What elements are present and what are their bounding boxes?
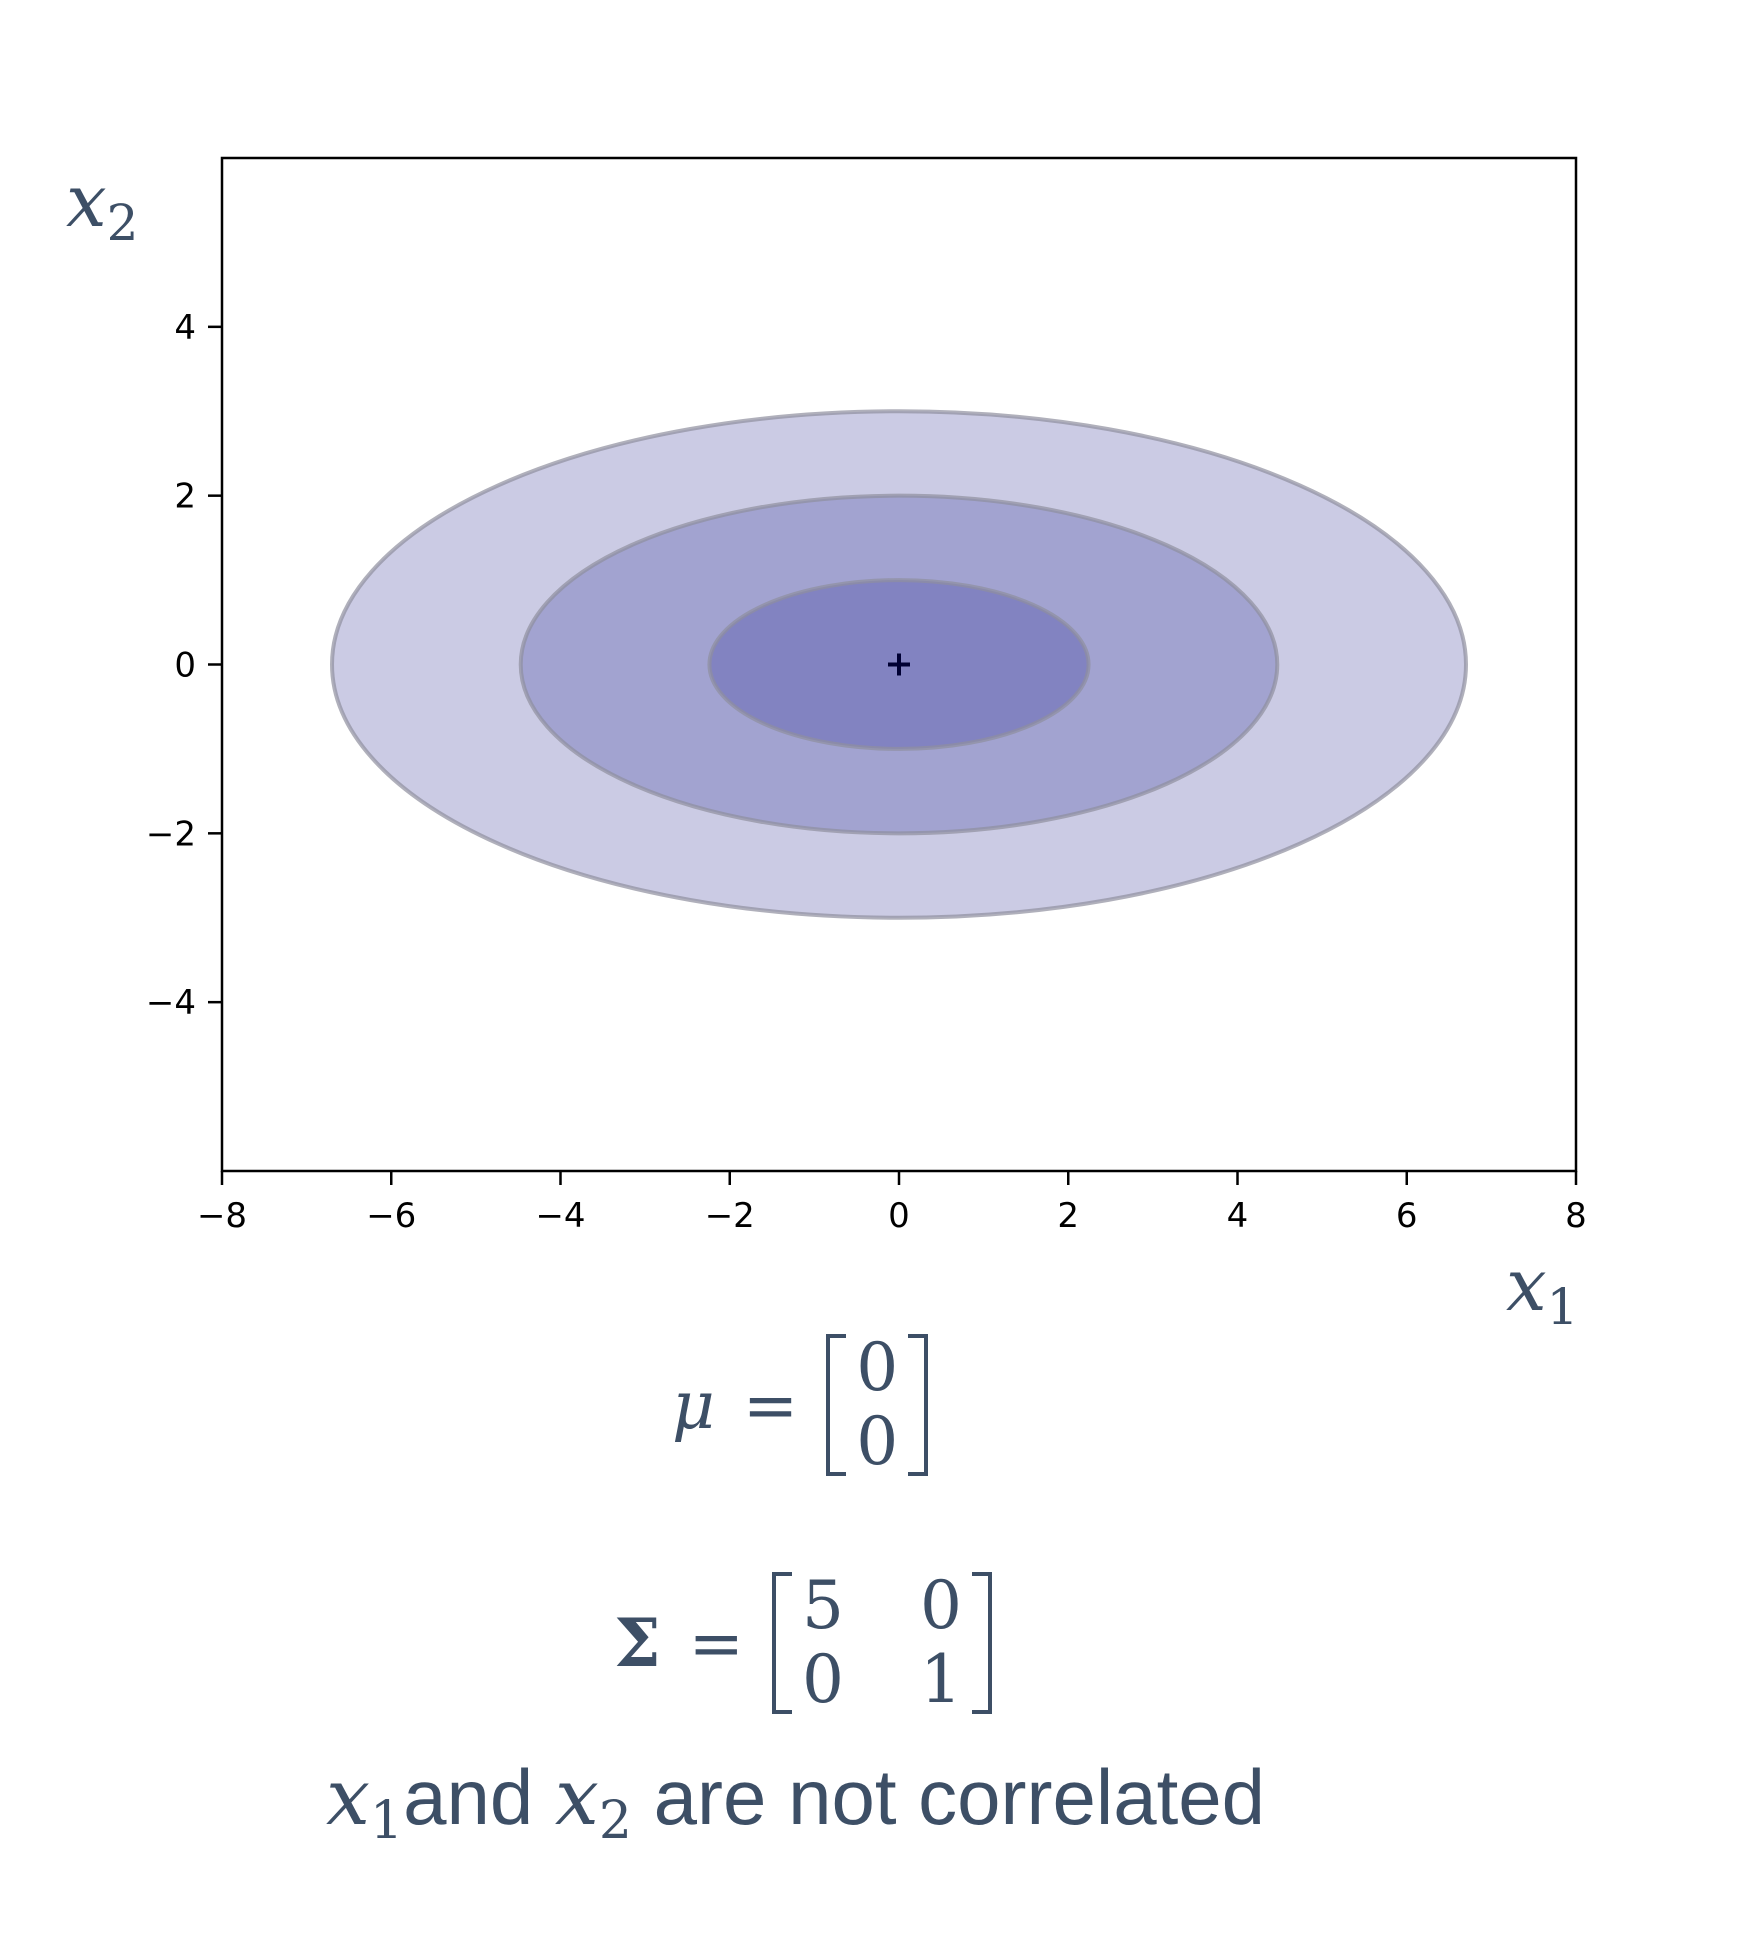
equals-sign: = [742, 1366, 799, 1444]
y-tick-label: 2 [174, 477, 196, 517]
x-tick-label: 2 [1057, 1196, 1079, 1236]
y-tick-label: 4 [174, 308, 196, 348]
matrix-entry: 5 [801, 1567, 844, 1644]
mean-marker [888, 653, 910, 676]
mu-symbol: μ [672, 1366, 715, 1444]
mean-marker-group [888, 653, 910, 676]
caption-var-x1: x1 [326, 1753, 404, 1851]
x-tick-label: 8 [1565, 1196, 1587, 1236]
y-axis-label-sub: 2 [107, 194, 139, 252]
covariance-equation: Σ = 5 0 0 1 [614, 1568, 992, 1718]
caption-and: and [403, 1753, 534, 1841]
mean-vector: 0 0 [826, 1329, 929, 1480]
y-tick-label: −2 [146, 814, 196, 854]
covariance-matrix: 5 0 0 1 [771, 1567, 992, 1718]
x-tick-label: −6 [366, 1196, 416, 1236]
equals-sign: = [688, 1604, 744, 1682]
x-axis-label: x1 [1506, 1243, 1578, 1336]
x-axis-label-sub: 1 [1547, 1278, 1579, 1336]
x-tick-label: 4 [1227, 1196, 1249, 1236]
right-bracket [908, 1334, 929, 1476]
caption-var-x2: x2 [554, 1753, 632, 1851]
y-tick-label: −4 [146, 983, 196, 1023]
y-axis-label: x2 [66, 159, 138, 252]
left-bracket [826, 1334, 847, 1476]
x-tick-label: 0 [888, 1196, 910, 1236]
caption: x1and x2 are not correlated [326, 1752, 1266, 1851]
matrix-entry: 0 [919, 1567, 962, 1644]
x-tick-label: 6 [1396, 1196, 1418, 1236]
caption-rest: are not correlated [653, 1753, 1266, 1841]
y-tick-label: 0 [174, 646, 196, 686]
sigma-symbol: Σ [614, 1604, 661, 1682]
left-bracket [771, 1572, 792, 1714]
y-axis-ticks: −4 −2 0 2 4 [146, 308, 222, 1023]
mean-vector-entry: 0 [856, 1329, 899, 1406]
mean-vector-entry: 0 [856, 1403, 899, 1480]
mean-equation: μ = 0 0 [672, 1329, 929, 1480]
x-tick-label: −4 [535, 1196, 585, 1236]
matrix-entry: 1 [919, 1641, 962, 1718]
matrix-entry: 0 [801, 1641, 844, 1718]
x-axis-ticks: −8 −6 −4 −2 0 2 4 6 8 [197, 1171, 1587, 1236]
x-tick-label: −2 [705, 1196, 755, 1236]
right-bracket [971, 1572, 992, 1714]
x-tick-label: −8 [197, 1196, 247, 1236]
